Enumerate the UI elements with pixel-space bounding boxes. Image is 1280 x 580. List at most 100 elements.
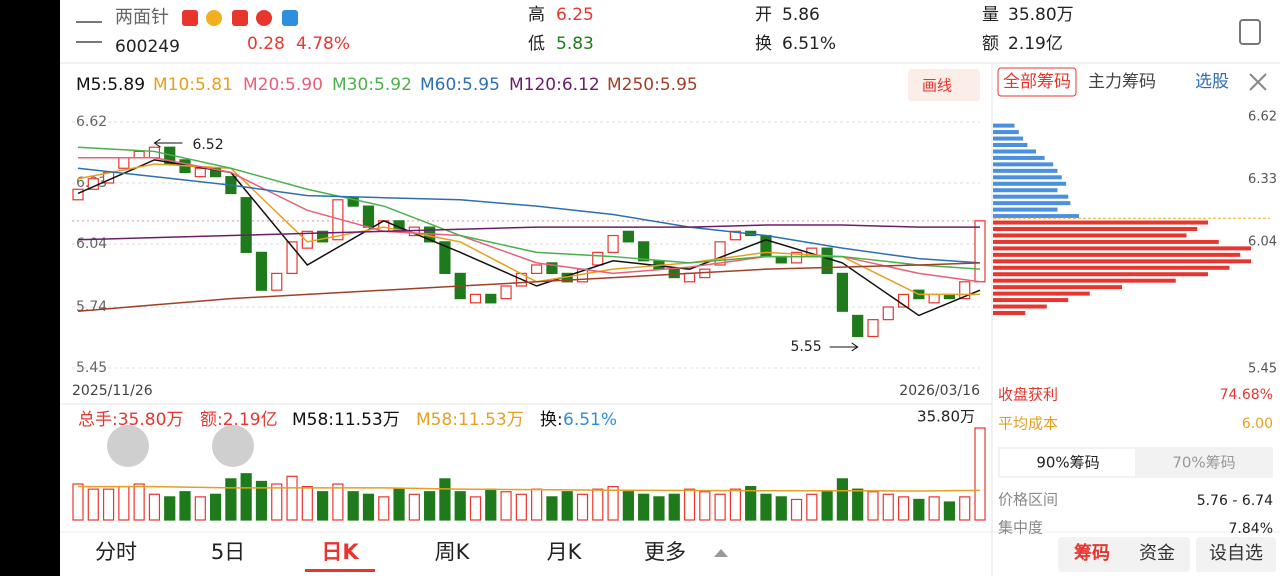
badge-icon bbox=[256, 10, 272, 26]
high: 6.25 bbox=[556, 5, 594, 25]
volume-bar bbox=[194, 496, 206, 521]
stock-code: 600249 bbox=[115, 37, 180, 57]
volume-bar bbox=[87, 488, 99, 521]
candle-body bbox=[240, 197, 252, 253]
tab-box[interactable] bbox=[997, 67, 1077, 97]
volume-bar bbox=[607, 485, 619, 521]
candle-body bbox=[317, 230, 329, 243]
volume-bar bbox=[959, 496, 971, 521]
volume-bar bbox=[393, 488, 405, 521]
chip-bar bbox=[993, 181, 1067, 186]
draw-button[interactable] bbox=[908, 69, 980, 101]
candle-body bbox=[133, 150, 145, 159]
ma-legend: M250:5.95 bbox=[607, 75, 698, 95]
badge-icon bbox=[232, 10, 248, 26]
chip-bar bbox=[993, 194, 1069, 199]
nav-tab[interactable]: 5日 bbox=[211, 540, 245, 564]
ma-line bbox=[77, 167, 981, 264]
volume-bar bbox=[500, 491, 512, 521]
candle-body bbox=[546, 262, 558, 274]
side-button[interactable]: 筹码 bbox=[1074, 542, 1110, 564]
nav-tab[interactable]: 分时 bbox=[95, 540, 137, 564]
chip-tab[interactable]: 主力筹码 bbox=[1088, 72, 1156, 92]
chip-bar bbox=[993, 188, 1058, 193]
label: 量 bbox=[982, 5, 999, 25]
prev-button[interactable] bbox=[107, 425, 149, 467]
side-box[interactable] bbox=[1196, 537, 1276, 572]
label: 换 bbox=[755, 34, 772, 54]
volume-bar bbox=[164, 496, 176, 521]
volume-bar bbox=[332, 483, 344, 521]
ma-line bbox=[77, 262, 981, 312]
volume-bar bbox=[408, 493, 420, 521]
chip-bar bbox=[993, 239, 1219, 244]
candle-body bbox=[836, 272, 849, 312]
candle-body bbox=[790, 251, 803, 264]
candle-body bbox=[592, 251, 604, 266]
chip-tick-label: 5.45 bbox=[1248, 362, 1277, 377]
chip-bar bbox=[993, 233, 1187, 238]
candle-body bbox=[485, 293, 497, 304]
chip-bar bbox=[993, 201, 1071, 206]
candle-body bbox=[301, 230, 313, 249]
volume-bar bbox=[806, 493, 818, 521]
nav-tab[interactable]: 更多 bbox=[644, 540, 686, 564]
volume-bar bbox=[867, 491, 879, 521]
nav-tab[interactable]: 月K bbox=[547, 540, 583, 564]
volume-bar bbox=[852, 488, 864, 521]
volume-bar bbox=[148, 493, 161, 521]
chip-tab[interactable]: 选股 bbox=[1195, 72, 1229, 92]
amount: 2.19亿 bbox=[1008, 34, 1063, 54]
chip-bar bbox=[993, 311, 1026, 315]
volume-bar bbox=[974, 427, 986, 521]
date-label: 2025/11/26 bbox=[72, 383, 153, 399]
volume-bar bbox=[118, 485, 130, 521]
ma-legend: M60:5.95 bbox=[420, 75, 500, 95]
candle-body bbox=[469, 293, 482, 304]
volume-bar bbox=[897, 496, 910, 521]
phone-icon[interactable] bbox=[1239, 19, 1261, 45]
candle-body bbox=[531, 264, 543, 274]
ma-legend: M120:6.12 bbox=[509, 75, 600, 95]
volume-bar bbox=[72, 483, 84, 521]
nav-tab[interactable]: 日K bbox=[321, 540, 359, 564]
y-tick-label: 6.62 bbox=[76, 114, 107, 130]
volume-bar bbox=[913, 498, 925, 521]
candle-body bbox=[118, 157, 130, 169]
ma-legend: M10:5.81 bbox=[153, 75, 233, 95]
volume-bar bbox=[133, 483, 145, 521]
chip-bar bbox=[993, 304, 1047, 309]
chip-bar bbox=[993, 298, 1069, 303]
volume-bar bbox=[882, 493, 894, 521]
chip-bar bbox=[993, 130, 1019, 135]
candle-body bbox=[882, 306, 894, 321]
stat-value: 74.68% bbox=[1220, 387, 1273, 403]
y-tick-label: 5.45 bbox=[76, 360, 107, 376]
chip-tab[interactable]: 全部筹码 bbox=[1003, 72, 1071, 92]
nav-underline bbox=[305, 569, 375, 572]
volume-bar bbox=[485, 488, 497, 521]
candle-body bbox=[500, 285, 512, 300]
close-icon[interactable] bbox=[1249, 73, 1267, 91]
chip-bar bbox=[993, 278, 1176, 283]
side-button[interactable]: 设自选 bbox=[1209, 543, 1263, 564]
candle-body bbox=[928, 293, 940, 304]
chip-bar bbox=[993, 214, 1079, 219]
left-edge bbox=[0, 0, 60, 576]
candle-body bbox=[775, 255, 787, 264]
candle-body bbox=[194, 167, 206, 178]
volume-bar bbox=[240, 473, 252, 521]
side-button[interactable]: 资金 bbox=[1139, 543, 1175, 564]
badge-icon bbox=[182, 10, 198, 26]
side-box[interactable] bbox=[1058, 537, 1190, 572]
next-button[interactable] bbox=[212, 425, 254, 467]
volume-text: 6.51% bbox=[563, 410, 617, 430]
stock-name: 两面针 bbox=[115, 7, 169, 28]
volume-bar bbox=[638, 493, 650, 521]
volume-bar bbox=[209, 493, 222, 521]
stat-value: 7.84% bbox=[1229, 521, 1273, 537]
tab-selected[interactable] bbox=[1000, 449, 1135, 476]
nav-tab[interactable]: 周K bbox=[435, 540, 471, 564]
arrow bbox=[829, 342, 859, 352]
volume-bar bbox=[745, 485, 757, 521]
